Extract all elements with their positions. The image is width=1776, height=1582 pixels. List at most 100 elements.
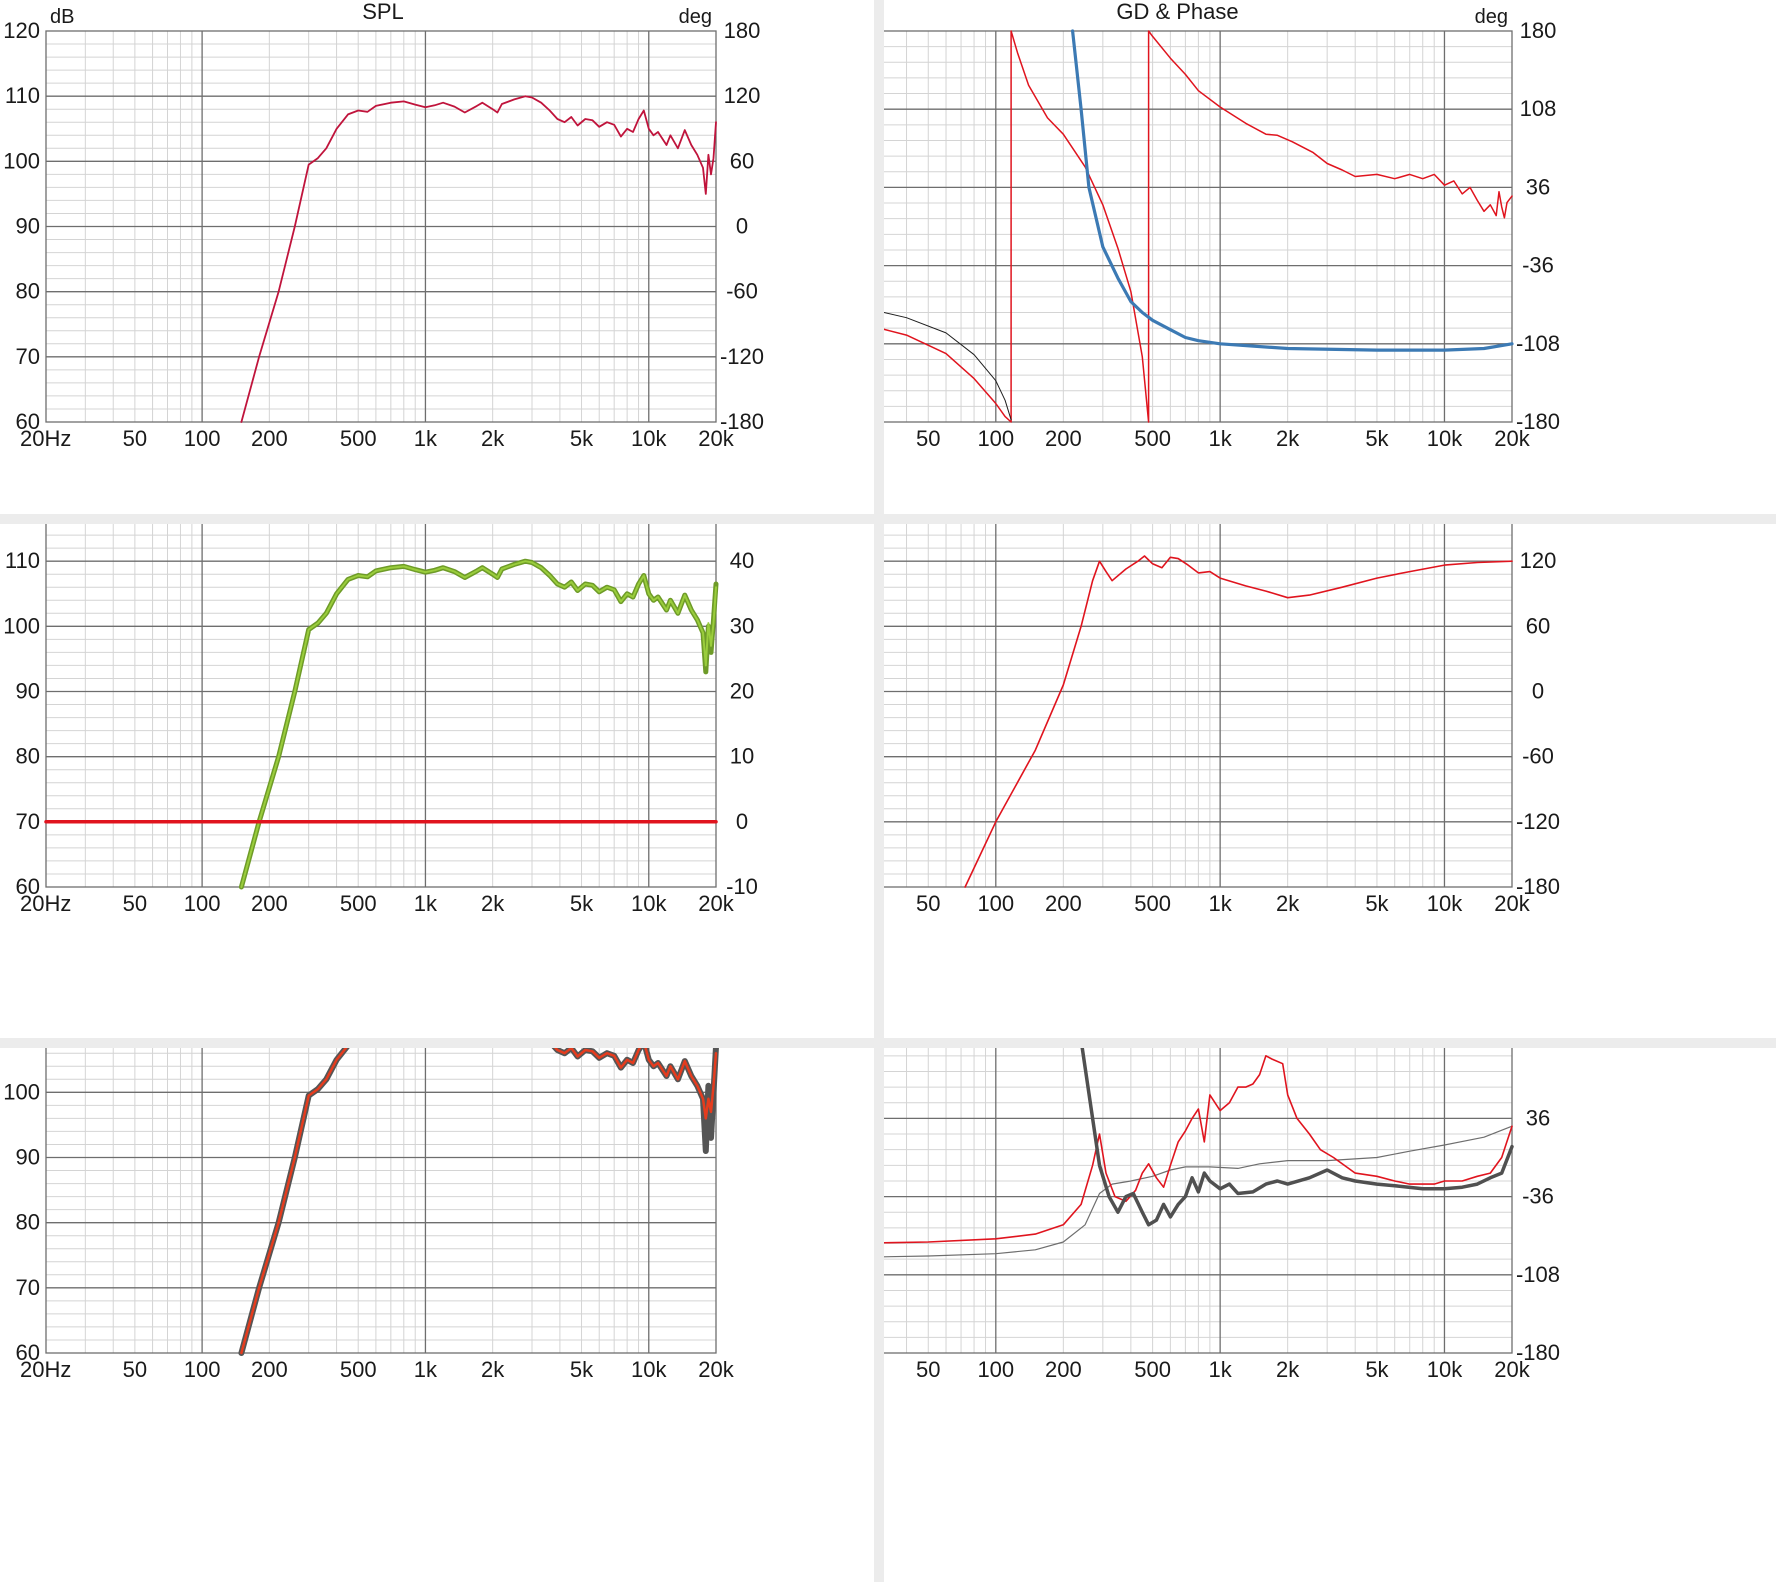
y-tick-label-right: 30 bbox=[730, 613, 754, 638]
y-tick-label-right: 60 bbox=[1526, 613, 1550, 638]
x-tick-label: 2k bbox=[481, 426, 505, 451]
chart-panel-gd-phase: 20Hz501002005001k2k5k10k20k-0,500,511,52… bbox=[884, 0, 1776, 514]
x-tick-label: 50 bbox=[123, 1357, 147, 1382]
directivity-series-1-line bbox=[240, 1048, 718, 1355]
x-tick-label: 100 bbox=[184, 426, 221, 451]
y-tick-label-left: 90 bbox=[16, 679, 40, 704]
x-tick-label: 50 bbox=[916, 1357, 940, 1382]
y-tick-label-left: 90 bbox=[16, 1145, 40, 1170]
x-tick-label: 2k bbox=[481, 891, 505, 916]
y-tick-label-right: 108 bbox=[1520, 96, 1557, 121]
spl-chart: 20Hz 50 100 200 500 1k 2k 5k 10k 20k 60 70 80 90 100 11… bbox=[3, 0, 764, 451]
minor-gridlines bbox=[45, 1048, 716, 1353]
series-group bbox=[884, 1048, 1514, 1258]
x-tick-label: 1k bbox=[414, 891, 438, 916]
x-tick-label: 10k bbox=[1427, 426, 1463, 451]
x-tick-label: 200 bbox=[1045, 426, 1082, 451]
x-tick-label: 500 bbox=[340, 1357, 377, 1382]
x-tick-label: 1k bbox=[1209, 426, 1233, 451]
x-tick-label: 100 bbox=[977, 891, 1014, 916]
y-tick-label-right: -120 bbox=[720, 344, 764, 369]
series-group bbox=[238, 1048, 719, 1356]
x-tick-label: 100 bbox=[977, 1357, 1014, 1382]
x-tick-label: 500 bbox=[1134, 1357, 1171, 1382]
x-tick-label: 2k bbox=[481, 1357, 505, 1382]
x-tick-label: 20k bbox=[698, 426, 734, 451]
x-tick-label: 50 bbox=[916, 891, 940, 916]
y-tick-label-right: 20 bbox=[730, 679, 754, 704]
plot-frame bbox=[45, 30, 717, 423]
x-tick-label: 50 bbox=[123, 426, 147, 451]
minor-gridlines bbox=[884, 524, 1512, 887]
y-tick-label-right: -60 bbox=[1522, 744, 1554, 769]
directivity-chart: 20Hz501002005001k2k5k10k20k6070809010011… bbox=[3, 1048, 735, 1382]
x-tick-label: 500 bbox=[340, 426, 377, 451]
major-gridlines bbox=[884, 524, 1512, 887]
plot-frame bbox=[884, 524, 1513, 888]
x-tick-label: 5k bbox=[1365, 426, 1389, 451]
gd-phase-chart: 20Hz501002005001k2k5k10k20k-0,500,511,52… bbox=[884, 0, 1560, 451]
left-axis-unit: dB bbox=[50, 6, 74, 28]
y-tick-label-left: 100 bbox=[3, 148, 40, 173]
series-group bbox=[44, 558, 719, 890]
x-tick-label: 20k bbox=[1494, 891, 1530, 916]
x-tick-label: 1k bbox=[1209, 891, 1233, 916]
chart-title: GD & Phase bbox=[1116, 0, 1238, 24]
x-tick-label: 5k bbox=[1365, 1357, 1389, 1382]
y-tick-label-right: -120 bbox=[1516, 809, 1560, 834]
major-gridlines bbox=[46, 31, 716, 422]
x-tick-label: 20Hz bbox=[20, 1357, 71, 1382]
x-tick-label: 20k bbox=[1494, 1357, 1530, 1382]
y-tick-label-left: 90 bbox=[16, 214, 40, 239]
y-tick-label-right: 40 bbox=[730, 548, 754, 573]
y-tick-label-left: 80 bbox=[16, 1210, 40, 1235]
y-tick-label-right: -60 bbox=[726, 279, 758, 304]
y-tick-label-left: 70 bbox=[16, 809, 40, 834]
y-tick-label-left: 70 bbox=[16, 1275, 40, 1300]
y-tick-label-left: 70 bbox=[16, 344, 40, 369]
x-tick-label: 200 bbox=[251, 426, 288, 451]
x-tick-label: 5k bbox=[570, 891, 594, 916]
plot-frame bbox=[884, 1048, 1513, 1354]
y-tick-label-left: 110 bbox=[5, 548, 40, 573]
x-tick-label: 10k bbox=[1427, 1357, 1463, 1382]
x-tick-label: 2k bbox=[1276, 1357, 1300, 1382]
y-tick-label-left: 80 bbox=[16, 279, 40, 304]
y-tick-label-right: -36 bbox=[1522, 253, 1554, 278]
x-tick-label: 1k bbox=[414, 1357, 438, 1382]
x-tick-label: 500 bbox=[1134, 891, 1171, 916]
x-tick-label: 1k bbox=[1209, 1357, 1233, 1382]
plot-frame bbox=[45, 1048, 717, 1354]
impedance-series-0-line bbox=[884, 1125, 1513, 1258]
y-tick-label-right: 0 bbox=[736, 809, 748, 834]
right-axis-unit: deg bbox=[679, 6, 712, 28]
chart-panel-spl: 20Hz 50 100 200 500 1k 2k 5k 10k 20k 60 70 80 90 100 11… bbox=[0, 0, 874, 514]
x-tick-label: 20k bbox=[698, 891, 734, 916]
y-tick-label-right: 0 bbox=[736, 214, 748, 239]
x-tick-label: 5k bbox=[570, 1357, 594, 1382]
chart-panel-filter: 20Hz501002005001k2k5k10k20k-25-20-15-10-… bbox=[884, 524, 1776, 1038]
y-tick-label-left: 60 bbox=[16, 1340, 40, 1365]
x-tick-label: 200 bbox=[251, 891, 288, 916]
x-tick-label: 200 bbox=[1045, 891, 1082, 916]
chart-panel-directivity: 20Hz501002005001k2k5k10k20k6070809010011… bbox=[0, 1048, 874, 1582]
y-tick-label-right: 180 bbox=[1520, 18, 1557, 43]
y-tick-label-right: 120 bbox=[724, 83, 761, 108]
x-tick-label: 10k bbox=[631, 426, 667, 451]
series-group bbox=[964, 555, 1513, 888]
filter-chart: 20Hz501002005001k2k5k10k20k-25-20-15-10-… bbox=[884, 524, 1560, 916]
chart-panel-power-di: 20Hz 50 100 200 500 1k 2k 5k 10k 20k 60 70 80 90 100 11… bbox=[0, 524, 874, 1038]
y-tick-label-left: 110 bbox=[5, 83, 40, 108]
y-tick-label-left: 80 bbox=[16, 744, 40, 769]
x-tick-label: 50 bbox=[916, 426, 940, 451]
plot-frame bbox=[45, 524, 717, 888]
x-tick-label: 10k bbox=[631, 891, 667, 916]
major-gridlines bbox=[46, 1048, 716, 1353]
y-tick-label-left: 120 bbox=[3, 18, 40, 43]
impedance-series-1-line bbox=[884, 1055, 1513, 1244]
plot-frame bbox=[884, 30, 1513, 423]
y-tick-label-right: 108 bbox=[1520, 1048, 1557, 1052]
y-tick-label-left: 100 bbox=[3, 1079, 40, 1104]
y-tick-label-left: 100 bbox=[3, 613, 40, 638]
minor-gridlines bbox=[884, 1048, 1512, 1353]
